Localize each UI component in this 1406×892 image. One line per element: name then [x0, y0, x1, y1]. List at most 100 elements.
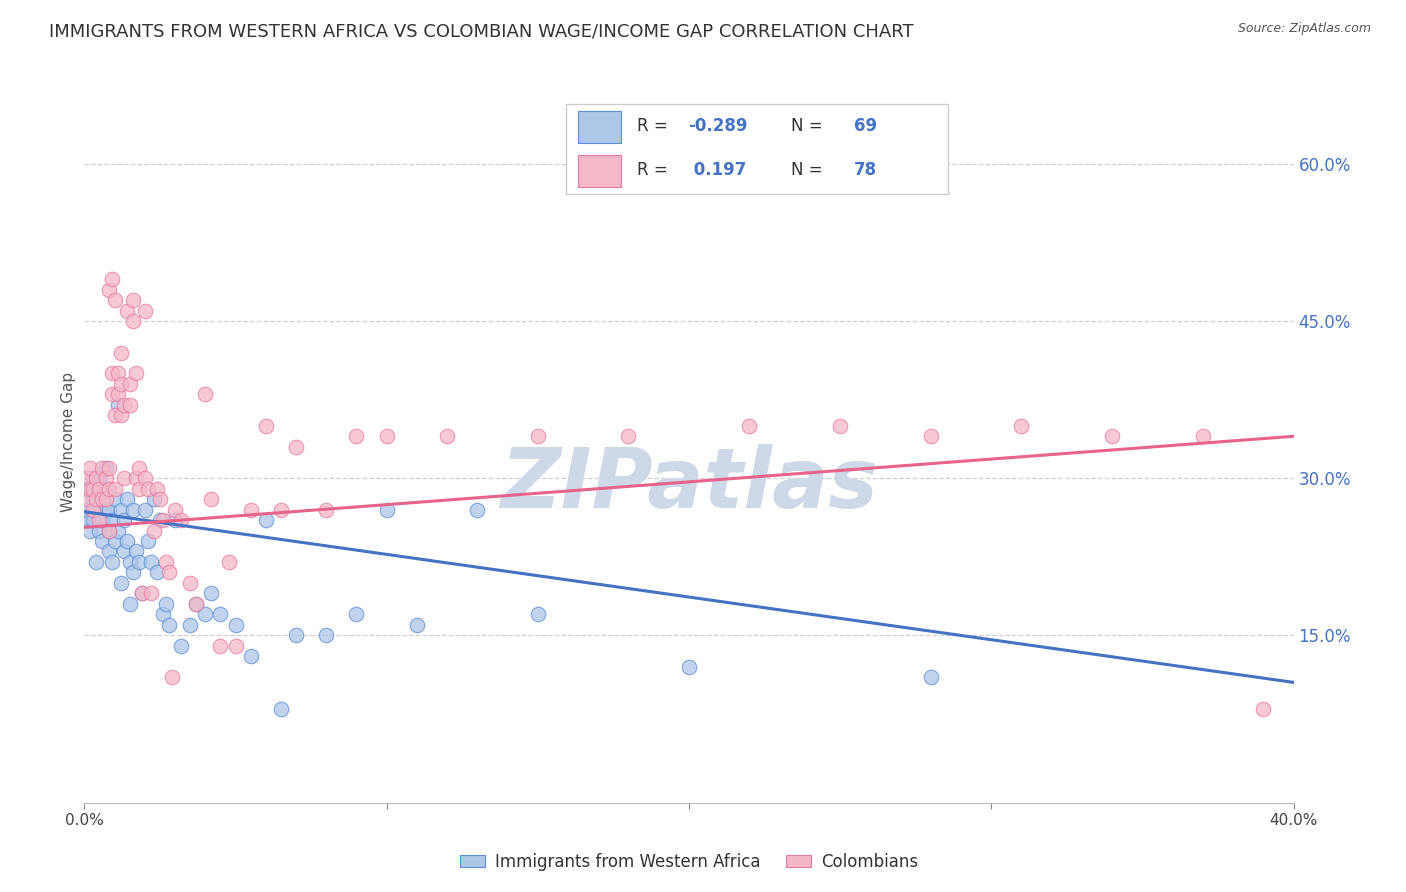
- Point: [89, 524, 111, 538]
- Text: N =: N =: [790, 161, 823, 179]
- Point: [149, 492, 172, 507]
- Point: [200, 586, 222, 600]
- Point: [118, 555, 141, 569]
- Point: [89, 482, 111, 496]
- Point: [82, 471, 104, 485]
- Point: [110, 376, 132, 391]
- Point: [79, 524, 101, 538]
- Text: Source: ZipAtlas.com: Source: ZipAtlas.com: [1237, 22, 1371, 36]
- Point: [527, 607, 550, 622]
- Text: IMMIGRANTS FROM WESTERN AFRICA VS COLOMBIAN WAGE/INCOME GAP CORRELATION CHART: IMMIGRANTS FROM WESTERN AFRICA VS COLOMB…: [49, 22, 914, 40]
- Point: [830, 418, 852, 433]
- Point: [97, 524, 120, 538]
- Point: [285, 628, 308, 642]
- Point: [134, 471, 156, 485]
- Point: [179, 575, 201, 590]
- Point: [131, 586, 153, 600]
- Point: [239, 649, 262, 664]
- Point: [157, 617, 180, 632]
- Point: [1192, 429, 1215, 443]
- Point: [89, 471, 111, 485]
- Point: [155, 597, 177, 611]
- Point: [200, 492, 222, 507]
- Point: [94, 460, 117, 475]
- Point: [104, 293, 127, 308]
- Point: [436, 429, 458, 443]
- FancyBboxPatch shape: [578, 155, 621, 187]
- Point: [285, 440, 308, 454]
- Legend: Immigrants from Western Africa, Colombians: Immigrants from Western Africa, Colombia…: [454, 847, 924, 878]
- Point: [254, 418, 277, 433]
- Point: [170, 513, 193, 527]
- Point: [186, 597, 208, 611]
- Point: [82, 502, 104, 516]
- Point: [86, 502, 108, 516]
- Point: [128, 482, 150, 496]
- Point: [86, 555, 108, 569]
- Point: [115, 534, 138, 549]
- Point: [209, 607, 232, 622]
- Point: [121, 566, 143, 580]
- Point: [82, 482, 104, 496]
- Point: [112, 471, 135, 485]
- Point: [467, 502, 489, 516]
- Point: [1101, 429, 1123, 443]
- Point: [134, 502, 156, 516]
- Point: [149, 513, 172, 527]
- Point: [239, 502, 262, 516]
- Point: [94, 492, 117, 507]
- Point: [254, 513, 277, 527]
- Point: [1011, 418, 1033, 433]
- Point: [146, 566, 169, 580]
- Point: [920, 670, 942, 684]
- Point: [152, 607, 174, 622]
- Point: [225, 617, 247, 632]
- Point: [375, 502, 398, 516]
- FancyBboxPatch shape: [578, 111, 621, 143]
- Point: [125, 471, 148, 485]
- Point: [315, 628, 337, 642]
- Point: [617, 429, 640, 443]
- Point: [76, 482, 98, 496]
- Point: [76, 492, 98, 507]
- Point: [97, 460, 120, 475]
- FancyBboxPatch shape: [567, 104, 948, 194]
- Point: [104, 534, 127, 549]
- Y-axis label: Wage/Income Gap: Wage/Income Gap: [60, 371, 76, 512]
- Point: [97, 502, 120, 516]
- Point: [91, 513, 114, 527]
- Point: [920, 429, 942, 443]
- Point: [91, 534, 114, 549]
- Point: [152, 513, 174, 527]
- Text: 78: 78: [853, 161, 877, 179]
- Point: [121, 314, 143, 328]
- Point: [107, 398, 129, 412]
- Point: [678, 659, 700, 673]
- Point: [97, 283, 120, 297]
- Point: [139, 555, 162, 569]
- Point: [118, 597, 141, 611]
- Point: [160, 670, 183, 684]
- Point: [121, 293, 143, 308]
- Point: [186, 597, 208, 611]
- Point: [128, 460, 150, 475]
- Point: [225, 639, 247, 653]
- Point: [155, 555, 177, 569]
- Point: [107, 387, 129, 401]
- Point: [79, 482, 101, 496]
- Point: [112, 544, 135, 558]
- Point: [107, 367, 129, 381]
- Point: [218, 555, 240, 569]
- Point: [104, 482, 127, 496]
- Point: [89, 492, 111, 507]
- Point: [121, 502, 143, 516]
- Point: [738, 418, 761, 433]
- Point: [91, 460, 114, 475]
- Point: [118, 376, 141, 391]
- Point: [165, 502, 187, 516]
- Point: [112, 513, 135, 527]
- Point: [270, 701, 292, 715]
- Point: [79, 513, 101, 527]
- Point: [131, 586, 153, 600]
- Point: [107, 524, 129, 538]
